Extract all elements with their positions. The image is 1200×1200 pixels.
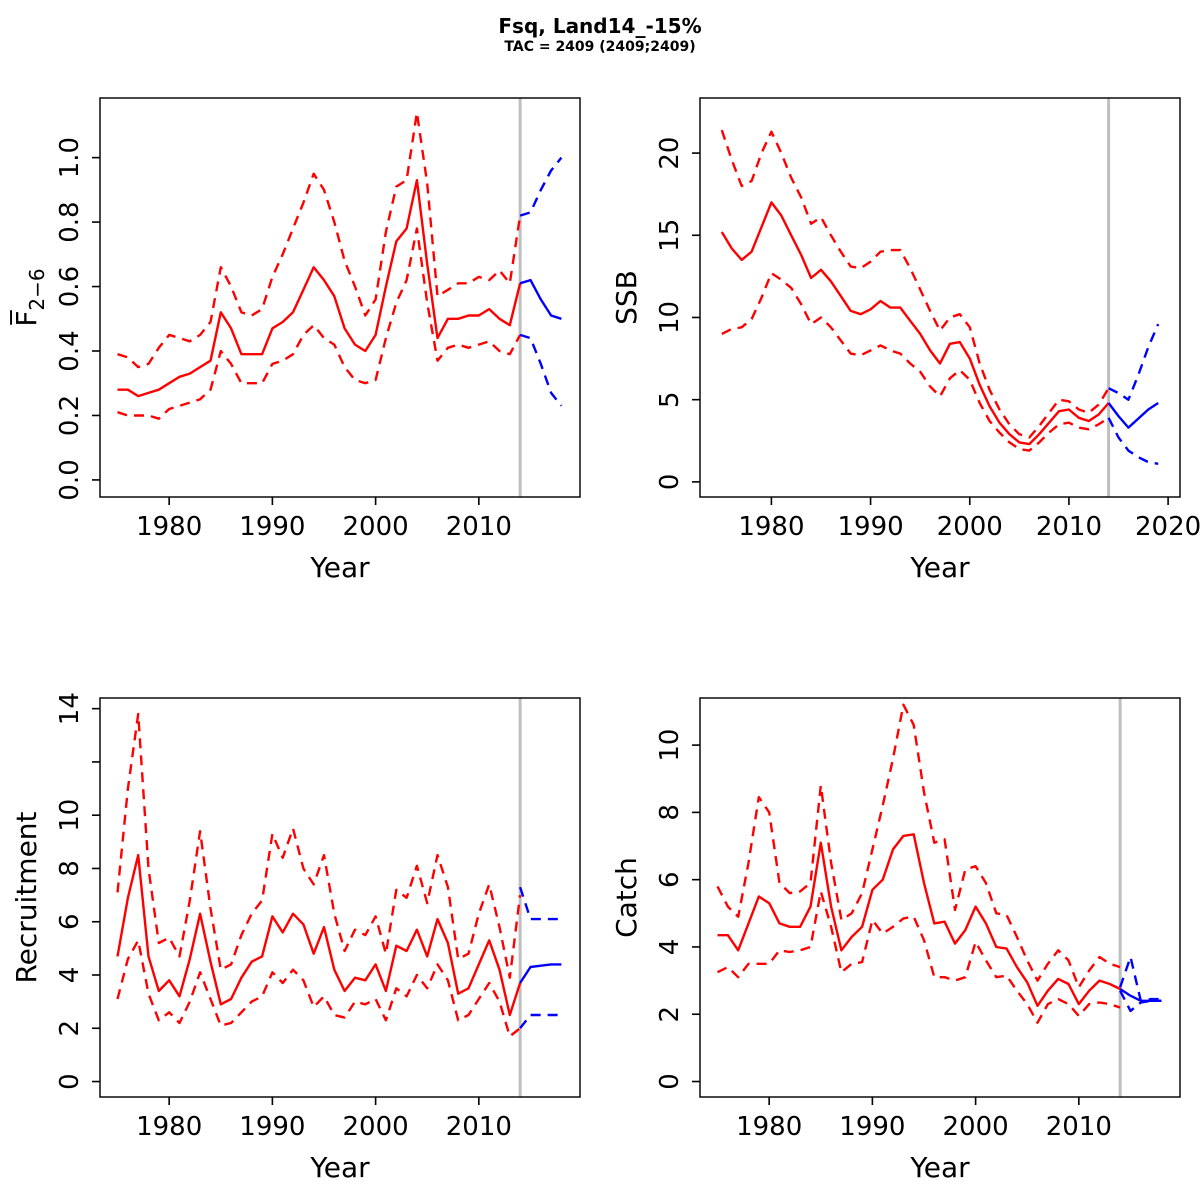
- ssb-y-tick-label: 10: [655, 301, 685, 334]
- f-x-axis-title: Year: [309, 551, 370, 584]
- catch-ci-lower-projection-line: [1119, 990, 1162, 1013]
- recruitment-x-axis-title: Year: [309, 1151, 370, 1184]
- ssb-y-tick-label: 5: [655, 391, 685, 408]
- ssb-median-historical-line: [720, 201, 1110, 446]
- f-y-tick-label: 0.8: [55, 201, 85, 242]
- ssb-x-tick-label: 2000: [937, 512, 1003, 542]
- recruitment-y-tick-label: 8: [55, 860, 85, 877]
- recruitment-median-projection-line: [519, 963, 562, 984]
- recruitment-y-tick-label: 6: [55, 913, 85, 930]
- f-median-projection-line: [519, 278, 562, 320]
- figure-title: Fsq, Land14_-15%: [498, 14, 702, 38]
- recruitment-ci-upper-projection-line: [518, 886, 562, 921]
- f-y-axis-title: F̅2−6: [9, 268, 49, 326]
- chart-cell-catch: 1980 1990 2000 2010 0 2 4 6 8 10 Year Catch: [600, 600, 1200, 1200]
- figure-subtitle: TAC = 2409 (2409;2409): [504, 39, 696, 55]
- f-ci-upper-projection-line: [519, 156, 563, 217]
- catch-y-tick-label: 4: [655, 939, 685, 956]
- f-y-tick-label: 0.0: [55, 459, 85, 500]
- recruitment-y-axis-title: Recruitment: [10, 811, 43, 983]
- recruitment-ci-upper-historical-line: [116, 712, 522, 979]
- recruitment-y-tick-label: 10: [55, 799, 85, 832]
- catch-ci-lower-historical-line: [716, 890, 1121, 1024]
- recruitment-y-tick-label: 0: [55, 1073, 85, 1090]
- ssb-x-tick-label: 2010: [1036, 512, 1102, 542]
- ssb-x-tick-label: 2020: [1135, 512, 1200, 542]
- recruitment-chart-svg: 1980 1990 2000 2010 0 2 4 6 8 10 14 Year Recruitment: [10, 692, 581, 1184]
- catch-ci-upper-historical-line: [716, 703, 1121, 989]
- f-y-tick-label: 0.2: [55, 395, 85, 436]
- ssb-ci-lower-historical-line: [721, 271, 1110, 452]
- catch-x-tick-label: 2010: [1046, 1112, 1112, 1142]
- ssb-x-tick-label: 1980: [738, 512, 804, 542]
- ssb-y-tick-label: 15: [655, 219, 685, 252]
- chart-cell-ssb: 1980 1990 2000 2010 2020 0 5 10 15 20 Year SSB: [600, 0, 1200, 600]
- catch-x-axis-title: Year: [909, 1151, 970, 1184]
- recruitment-x-tick-label: 1980: [136, 1112, 202, 1142]
- recruitment-ci-lower-projection-line: [519, 1013, 562, 1030]
- catch-y-tick-label: 10: [655, 729, 685, 762]
- recruitment-x-tick-label: 2000: [343, 1112, 409, 1142]
- ssb-plot-box: [699, 97, 1181, 498]
- chart-cell-fbar: 1980 1990 2000 2010 0.0 0.2 0.4 0.6 0.8 1.0 Year F̅…: [0, 0, 600, 600]
- f-chart-svg: 1980 1990 2000 2010 0.0 0.2 0.4 0.6 0.8 1.0 Year F̅…: [9, 97, 581, 584]
- recruitment-ci-lower-historical-line: [116, 939, 521, 1038]
- catch-x-tick-label: 1980: [736, 1112, 802, 1142]
- ssb-y-tick-label: 0: [655, 474, 685, 491]
- catch-ci-upper-projection-line: [1118, 955, 1162, 1002]
- catch-plot-box: [699, 697, 1181, 1098]
- ssb-y-axis-title: SSB: [610, 270, 643, 325]
- catch-x-tick-label: 1990: [839, 1112, 905, 1142]
- catch-chart-svg: 1980 1990 2000 2010 0 2 4 6 8 10 Year Catch: [610, 697, 1181, 1184]
- catch-y-tick-label: 8: [655, 804, 685, 821]
- catch-median-historical-line: [717, 833, 1121, 1007]
- recruitment-y-tick-label: 2: [55, 1020, 85, 1037]
- catch-y-axis-title: Catch: [610, 857, 643, 938]
- recruitment-x-tick-label: 1990: [239, 1112, 305, 1142]
- f-y-tick-label: 1.0: [55, 137, 85, 178]
- catch-x-tick-label: 2000: [943, 1112, 1009, 1142]
- f-y-tick-label: 0.6: [55, 266, 85, 307]
- f-ci-lower-historical-line: [117, 227, 522, 420]
- ssb-median-projection-line: [1107, 401, 1159, 429]
- ssb-ci-upper-historical-line: [720, 129, 1110, 439]
- catch-y-tick-label: 2: [655, 1006, 685, 1023]
- f-x-tick-label: 2000: [343, 512, 409, 542]
- f-ci-lower-projection-line: [519, 333, 563, 407]
- f-y-tick-label: 0.4: [55, 330, 85, 371]
- f-x-tick-label: 1980: [136, 512, 202, 542]
- chart-cell-recruitment: 1980 1990 2000 2010 0 2 4 6 8 10 14 Year Recruitment: [0, 600, 600, 1200]
- f-x-tick-label: 1990: [239, 512, 305, 542]
- recruitment-x-tick-label: 2010: [446, 1112, 512, 1142]
- figure-title-block: Fsq, Land14_-15% TAC = 2409 (2409;2409): [0, 14, 1200, 56]
- ssb-y-tick-label: 20: [655, 137, 685, 170]
- catch-y-tick-label: 0: [655, 1073, 685, 1090]
- ssb-x-tick-label: 1990: [837, 512, 903, 542]
- catch-y-tick-label: 6: [655, 871, 685, 888]
- f-ci-upper-historical-line: [117, 111, 522, 369]
- recruitment-median-historical-line: [116, 853, 522, 1017]
- ssb-x-axis-title: Year: [909, 551, 970, 584]
- ssb-chart-svg: 1980 1990 2000 2010 2020 0 5 10 15 20 Year SSB: [610, 97, 1200, 584]
- f-x-tick-label: 2010: [446, 512, 512, 542]
- f-median-historical-line: [117, 178, 522, 398]
- recruitment-y-tick-label: 4: [55, 967, 85, 984]
- recruitment-y-tick-label: 14: [55, 692, 85, 725]
- ssb-ci-upper-projection-line: [1108, 323, 1160, 401]
- ssb-ci-lower-projection-line: [1107, 417, 1159, 465]
- f-plot-box: [99, 97, 581, 498]
- recruitment-plot-box: [99, 697, 581, 1098]
